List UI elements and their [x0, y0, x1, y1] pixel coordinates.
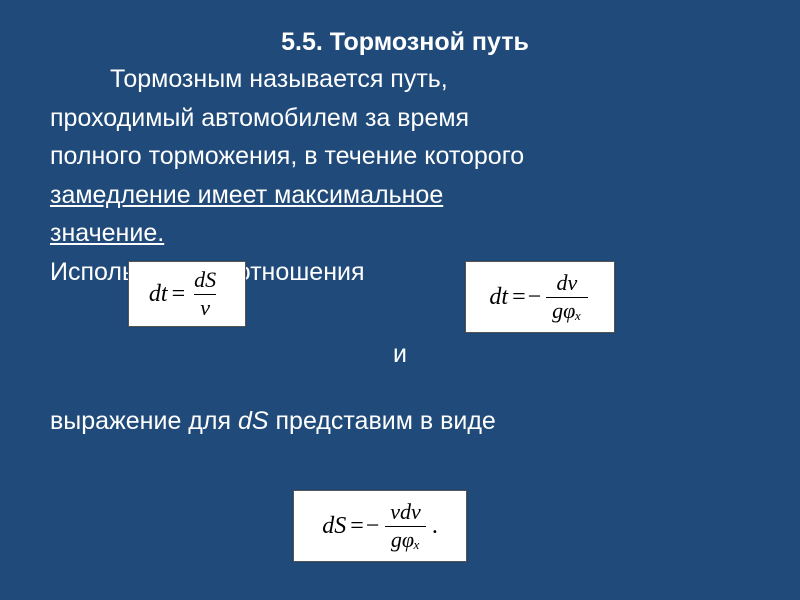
formula-dt-ds-v: dt = dS v — [128, 261, 246, 327]
para1-underlined-b: значение. — [50, 217, 760, 250]
slide-title: 5.5. Тормозной путь — [50, 28, 760, 57]
para3: выражение для dS представим в виде — [50, 405, 496, 438]
formula-dt-dv-gphi: dt = − dv gφₓ — [465, 261, 615, 333]
para1-line1: Тормозным называется путь, — [50, 63, 760, 96]
formula-ds-vdv-gphi: dS = − vdv gφₓ . — [293, 490, 467, 562]
para1-line2: проходимый автомобилем за время — [50, 102, 760, 135]
para1-underlined-a: замедление имеет максимальное — [50, 179, 760, 212]
connector-and: и — [0, 338, 800, 371]
para1-line3: полного торможения, в течение которого — [50, 140, 760, 173]
